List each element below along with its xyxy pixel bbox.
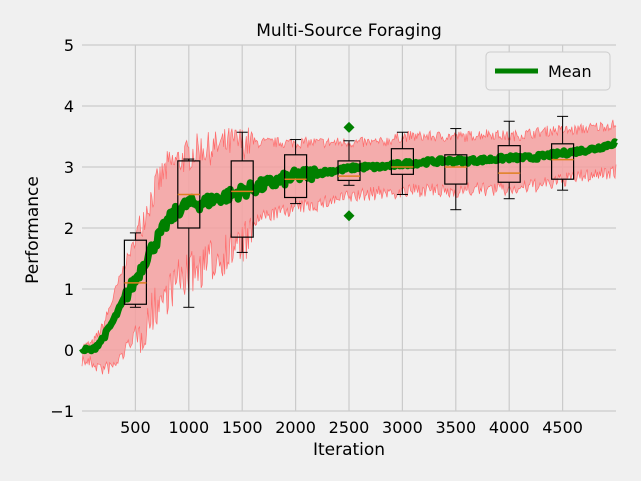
- box-body: [230, 160, 254, 238]
- y-tick-label: 5: [64, 36, 74, 55]
- box-body: [123, 239, 148, 305]
- box-flier: [343, 121, 355, 133]
- box-body: [337, 160, 361, 182]
- x-tick-label: 1000: [168, 418, 209, 437]
- chart-title: Multi-Source Foraging: [256, 21, 442, 41]
- box-body: [444, 154, 468, 185]
- x-tick-label: 500: [120, 418, 151, 437]
- x-tick-label: 4000: [489, 418, 530, 437]
- x-tick-label: 3500: [435, 418, 476, 437]
- x-tick-label: 4500: [542, 418, 583, 437]
- y-tick-label: 1: [64, 280, 74, 299]
- mean-line-layer: [79, 138, 619, 355]
- x-tick-label: 2000: [275, 418, 316, 437]
- legend-mean-label: Mean: [548, 62, 592, 81]
- boxplots: [123, 115, 575, 308]
- box-flier: [343, 210, 355, 222]
- mean-line: [79, 138, 619, 355]
- x-tick-label: 3000: [382, 418, 423, 437]
- x-tick-label: 1500: [222, 418, 263, 437]
- box-body: [497, 145, 521, 183]
- y-tick-label: 2: [64, 219, 74, 238]
- spread-band-lower-edge: [81, 164, 617, 375]
- legend: Mean: [485, 51, 611, 91]
- y-tick-label: 0: [64, 341, 74, 360]
- y-axis-title: Performance: [23, 176, 43, 284]
- box-body: [390, 148, 414, 175]
- x-tick-label: 2500: [329, 418, 370, 437]
- tick-labels: −1 0 1 2 3 4 5 500 1000 1500 2000 2500 3000 3500 4000 4…: [50, 36, 583, 437]
- y-tick-label: 3: [64, 158, 74, 177]
- box-body: [550, 143, 575, 180]
- box-body: [284, 154, 308, 199]
- x-axis-title: Iteration: [313, 440, 385, 460]
- y-tick-label: 4: [64, 97, 74, 116]
- legend-box: [485, 51, 611, 91]
- y-tick-label: −1: [50, 402, 74, 421]
